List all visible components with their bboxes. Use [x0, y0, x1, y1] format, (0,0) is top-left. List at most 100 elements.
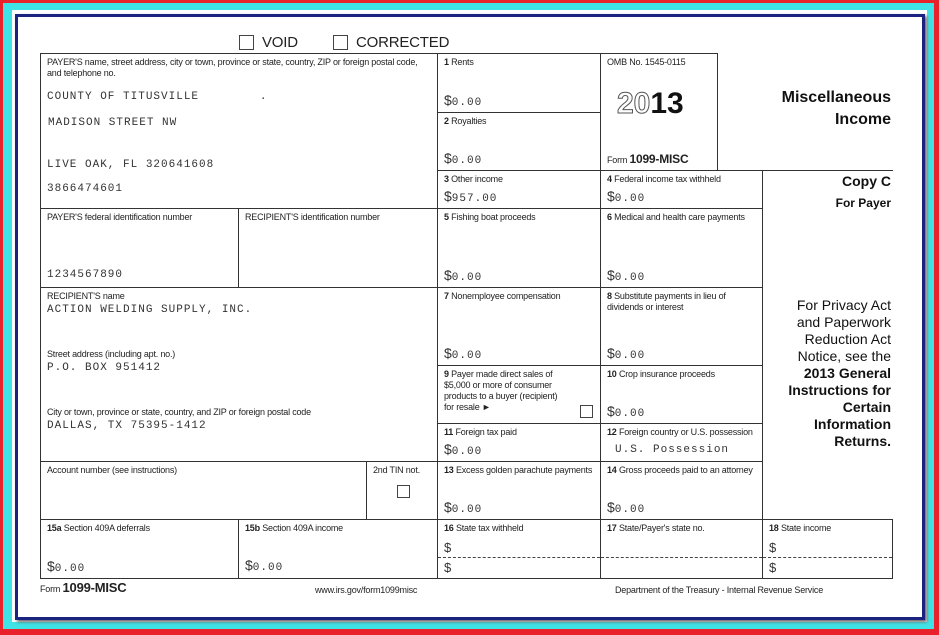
year-outline: 20: [616, 87, 651, 120]
dollar-sign: $: [444, 441, 452, 457]
divider: [717, 170, 893, 171]
box-4: 4 Federal income tax withheld $0.00: [600, 170, 763, 209]
box-label: State/Payer's state no.: [618, 523, 705, 533]
box-value[interactable]: 0.00: [451, 446, 483, 458]
box-value[interactable]: 0.00: [614, 504, 646, 516]
privacy-bold-line: Returns.: [834, 433, 891, 449]
dollar-sign: $: [444, 560, 452, 575]
box-label: State tax withheld: [455, 523, 524, 533]
dollar-sign: $: [245, 557, 253, 573]
void-label: VOID: [262, 34, 298, 51]
box-label: Federal income tax withheld: [614, 174, 721, 184]
form-title: Miscellaneous Income: [720, 87, 891, 131]
box-15b: 15b Section 409A income $0.00: [238, 519, 438, 579]
form-name: 1099-MISC: [629, 152, 689, 166]
box-label: Gross proceeds paid to an attorney: [618, 465, 753, 475]
box-15a-num: 15a: [47, 523, 62, 533]
dashed-divider: [438, 557, 600, 558]
dollar-sign: $: [444, 267, 452, 283]
title-line2: Income: [834, 111, 891, 128]
dollar-sign: $: [607, 267, 615, 283]
privacy-line: For Privacy Act: [796, 297, 891, 313]
box-15a: 15a Section 409A deferrals $0.00: [40, 519, 239, 579]
box-5: 5 Fishing boat proceeds $0.00: [437, 208, 601, 288]
dashed-divider: [601, 557, 762, 558]
box-num: 7: [444, 291, 449, 301]
payer-id-label: PAYER'S federal identification number: [47, 212, 193, 222]
box-12: 12 Foreign country or U.S. possession U.S…: [600, 423, 763, 462]
second-tin-label: 2nd TIN not.: [373, 465, 420, 475]
box-num: 16: [444, 523, 454, 533]
box-value[interactable]: 0.00: [451, 350, 483, 362]
box-value[interactable]: 0.00: [614, 408, 646, 420]
box-15b-label: Section 409A income: [262, 523, 343, 533]
dollar-sign: $: [607, 345, 615, 361]
payer-street: MADISON STREET NW: [48, 117, 178, 129]
privacy-notice: For Privacy Act and Paperwork Reduction Ac…: [765, 297, 891, 450]
box-num: 9: [444, 369, 449, 379]
form-prefix: Form: [607, 155, 628, 165]
dollar-sign: $: [444, 540, 452, 555]
box-label: Royalties: [451, 116, 487, 126]
dollar-sign: $: [444, 499, 452, 515]
second-tin-checkbox[interactable]: [397, 485, 410, 498]
box-13: 13 Excess golden parachute payments $0.00: [437, 461, 601, 520]
box-value[interactable]: U.S. Possession: [615, 444, 730, 456]
void-checkbox[interactable]: [239, 35, 254, 50]
payer-name: COUNTY OF TITUSVILLE .: [47, 91, 268, 103]
box-value[interactable]: 0.00: [614, 193, 646, 205]
dollar-sign: $: [47, 558, 55, 574]
box-value[interactable]: 0.00: [451, 155, 483, 167]
box-label: Payer made direct sales of $5,000 or mor…: [444, 369, 558, 412]
privacy-bold-line: 2013 General: [803, 365, 891, 381]
box-value[interactable]: 0.00: [451, 97, 483, 109]
box-value[interactable]: 0.00: [614, 350, 646, 362]
footer-url[interactable]: www.irs.gov/form1099misc: [315, 585, 418, 595]
privacy-line: Reduction Act: [804, 331, 891, 347]
divider: [762, 519, 893, 520]
box-15b-num: 15b: [245, 523, 260, 533]
recipient-city-label: City or town, province or state, country…: [47, 407, 311, 417]
box-num: 18: [769, 523, 779, 533]
box-9-checkbox[interactable]: [580, 405, 593, 418]
box-8: 8 Substitute payments in lieu of dividen…: [600, 287, 763, 366]
dollar-sign: $: [769, 540, 777, 555]
box-18: 18 State income $ $: [762, 519, 893, 579]
box-label: Rents: [451, 57, 474, 67]
dollar-sign: $: [444, 188, 452, 204]
title-line1: Miscellaneous: [781, 89, 891, 106]
dollar-sign: $: [607, 188, 615, 204]
box-num: 14: [607, 465, 617, 475]
box-num: 5: [444, 212, 449, 222]
box-num: 4: [607, 174, 612, 184]
box-7: 7 Nonemployee compensation $0.00: [437, 287, 601, 366]
box-10: 10 Crop insurance proceeds $0.00: [600, 365, 763, 424]
box-17: 17 State/Payer's state no.: [600, 519, 763, 579]
box-num: 10: [607, 369, 617, 379]
box-num: 3: [444, 174, 449, 184]
box-num: 6: [607, 212, 612, 222]
second-tin-cell: 2nd TIN not.: [366, 461, 438, 520]
box-15b-value: 0.00: [252, 562, 284, 574]
box-1: 1 Rents $0.00: [437, 53, 601, 113]
account-label: Account number (see instructions): [47, 465, 177, 475]
box-value[interactable]: 957.00: [451, 193, 498, 205]
dashed-divider: [763, 557, 892, 558]
copy-line1: Copy C: [842, 173, 891, 189]
box-value[interactable]: 0.00: [451, 504, 483, 516]
corrected-checkbox[interactable]: [333, 35, 348, 50]
box-3: 3 Other income $957.00: [437, 170, 601, 209]
recipient-cell: RECIPIENT'S name ACTION WELDING SUPPLY, …: [40, 287, 438, 462]
payer-city: LIVE OAK, FL 320641608: [47, 159, 215, 171]
recipient-city: DALLAS, TX 75395-1412: [47, 420, 207, 432]
recipient-id-cell: RECIPIENT'S identification number: [238, 208, 438, 288]
box-11: 11 Foreign tax paid $0.00: [437, 423, 601, 462]
box-label: Foreign country or U.S. possession: [618, 427, 753, 437]
box-value[interactable]: 0.00: [614, 272, 646, 284]
box-num: 11: [444, 427, 454, 437]
recipient-name-label: RECIPIENT'S name: [47, 291, 125, 301]
box-6: 6 Medical and health care payments $0.00: [600, 208, 763, 288]
box-value[interactable]: 0.00: [451, 272, 483, 284]
box-num: 8: [607, 291, 612, 301]
dollar-sign: $: [444, 92, 452, 108]
